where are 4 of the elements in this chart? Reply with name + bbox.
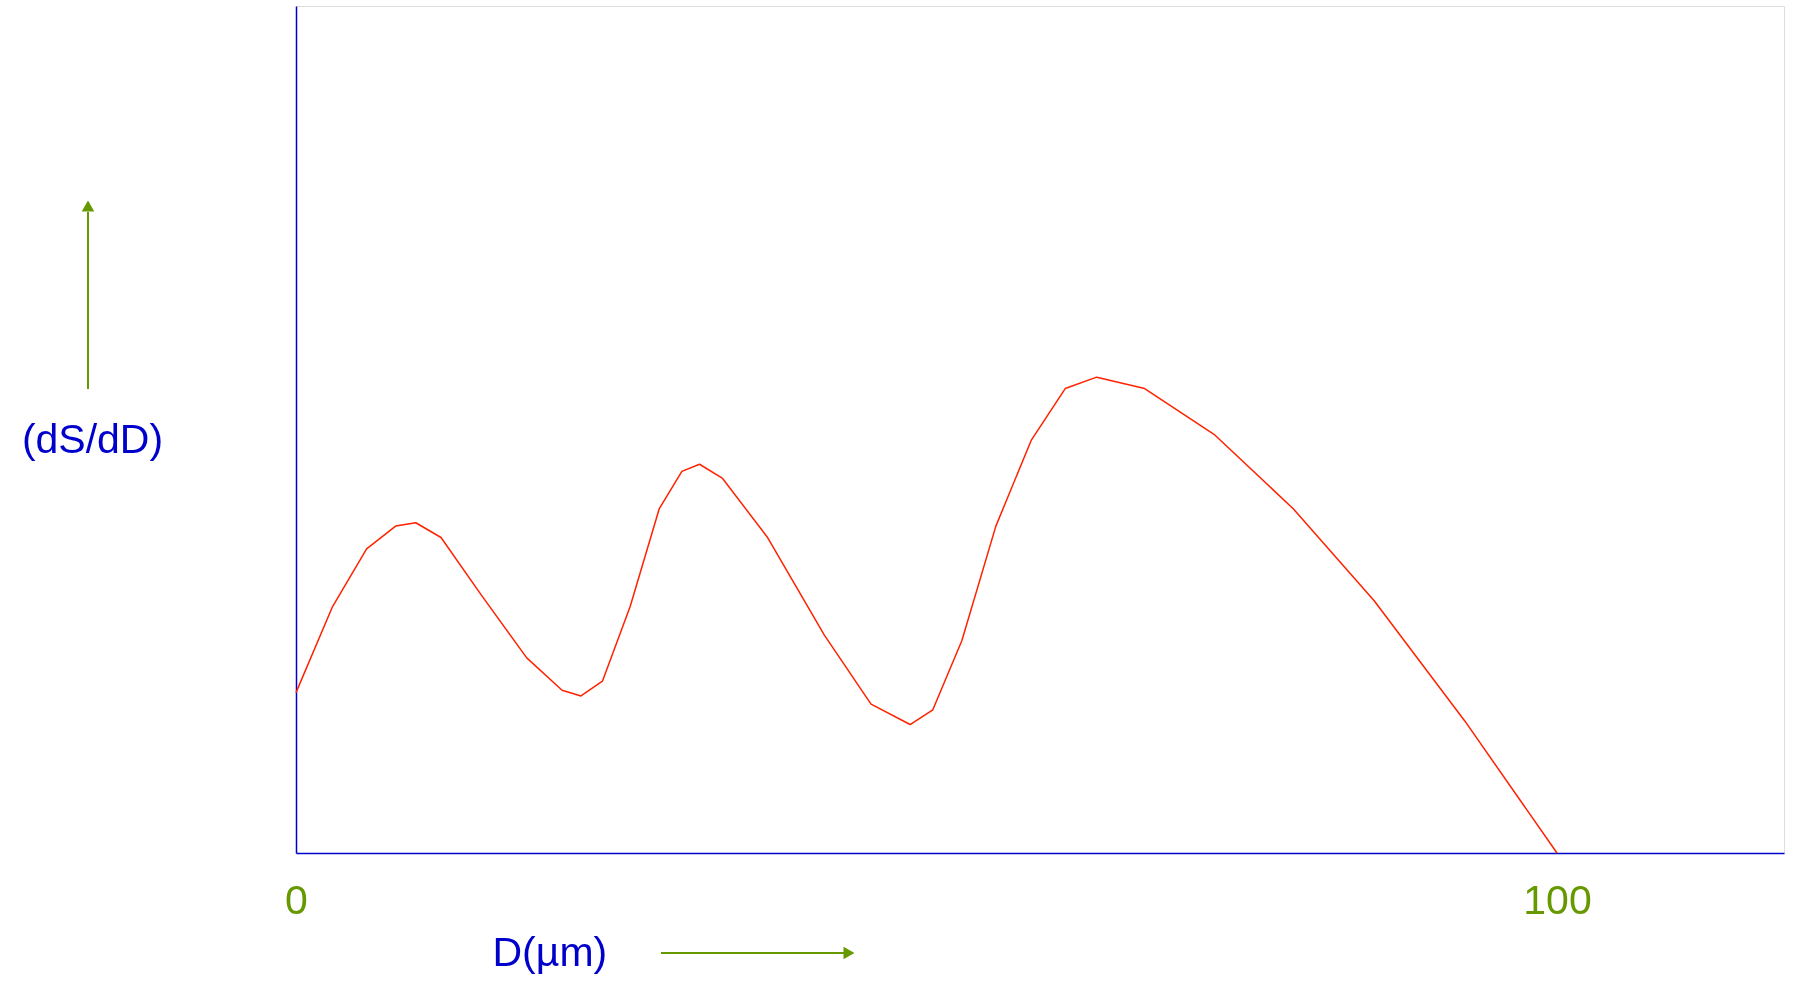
- y-axis-title: (dS/dD): [21, 415, 164, 462]
- x-axis-title: D(µm): [492, 928, 608, 975]
- x-tick-label: 0: [285, 876, 308, 923]
- x-tick-label: 100: [1523, 876, 1592, 923]
